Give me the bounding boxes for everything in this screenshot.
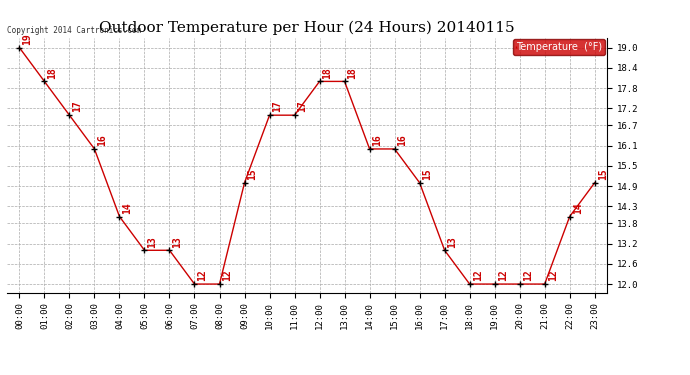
Text: 13: 13 — [172, 236, 182, 248]
Text: 12: 12 — [497, 270, 508, 281]
Text: 12: 12 — [473, 270, 482, 281]
Text: 12: 12 — [522, 270, 533, 281]
Text: 18: 18 — [322, 67, 333, 79]
Text: 12: 12 — [197, 270, 208, 281]
Text: Copyright 2014 Cartronics.com: Copyright 2014 Cartronics.com — [7, 26, 141, 35]
Text: 17: 17 — [297, 101, 308, 112]
Text: 16: 16 — [97, 135, 108, 146]
Text: 19: 19 — [22, 33, 32, 45]
Text: 15: 15 — [248, 168, 257, 180]
Text: 14: 14 — [122, 202, 132, 214]
Text: 16: 16 — [397, 135, 408, 146]
Text: 18: 18 — [48, 67, 57, 79]
Text: 13: 13 — [148, 236, 157, 248]
Text: 17: 17 — [273, 101, 282, 112]
Title: Outdoor Temperature per Hour (24 Hours) 20140115: Outdoor Temperature per Hour (24 Hours) … — [99, 21, 515, 35]
Text: 17: 17 — [72, 101, 82, 112]
Text: 18: 18 — [348, 67, 357, 79]
Text: 12: 12 — [548, 270, 558, 281]
Text: 15: 15 — [422, 168, 433, 180]
Legend: Temperature  (°F): Temperature (°F) — [513, 39, 605, 55]
Text: 12: 12 — [222, 270, 233, 281]
Text: 16: 16 — [373, 135, 382, 146]
Text: 14: 14 — [573, 202, 582, 214]
Text: 15: 15 — [598, 168, 608, 180]
Text: 13: 13 — [448, 236, 457, 248]
